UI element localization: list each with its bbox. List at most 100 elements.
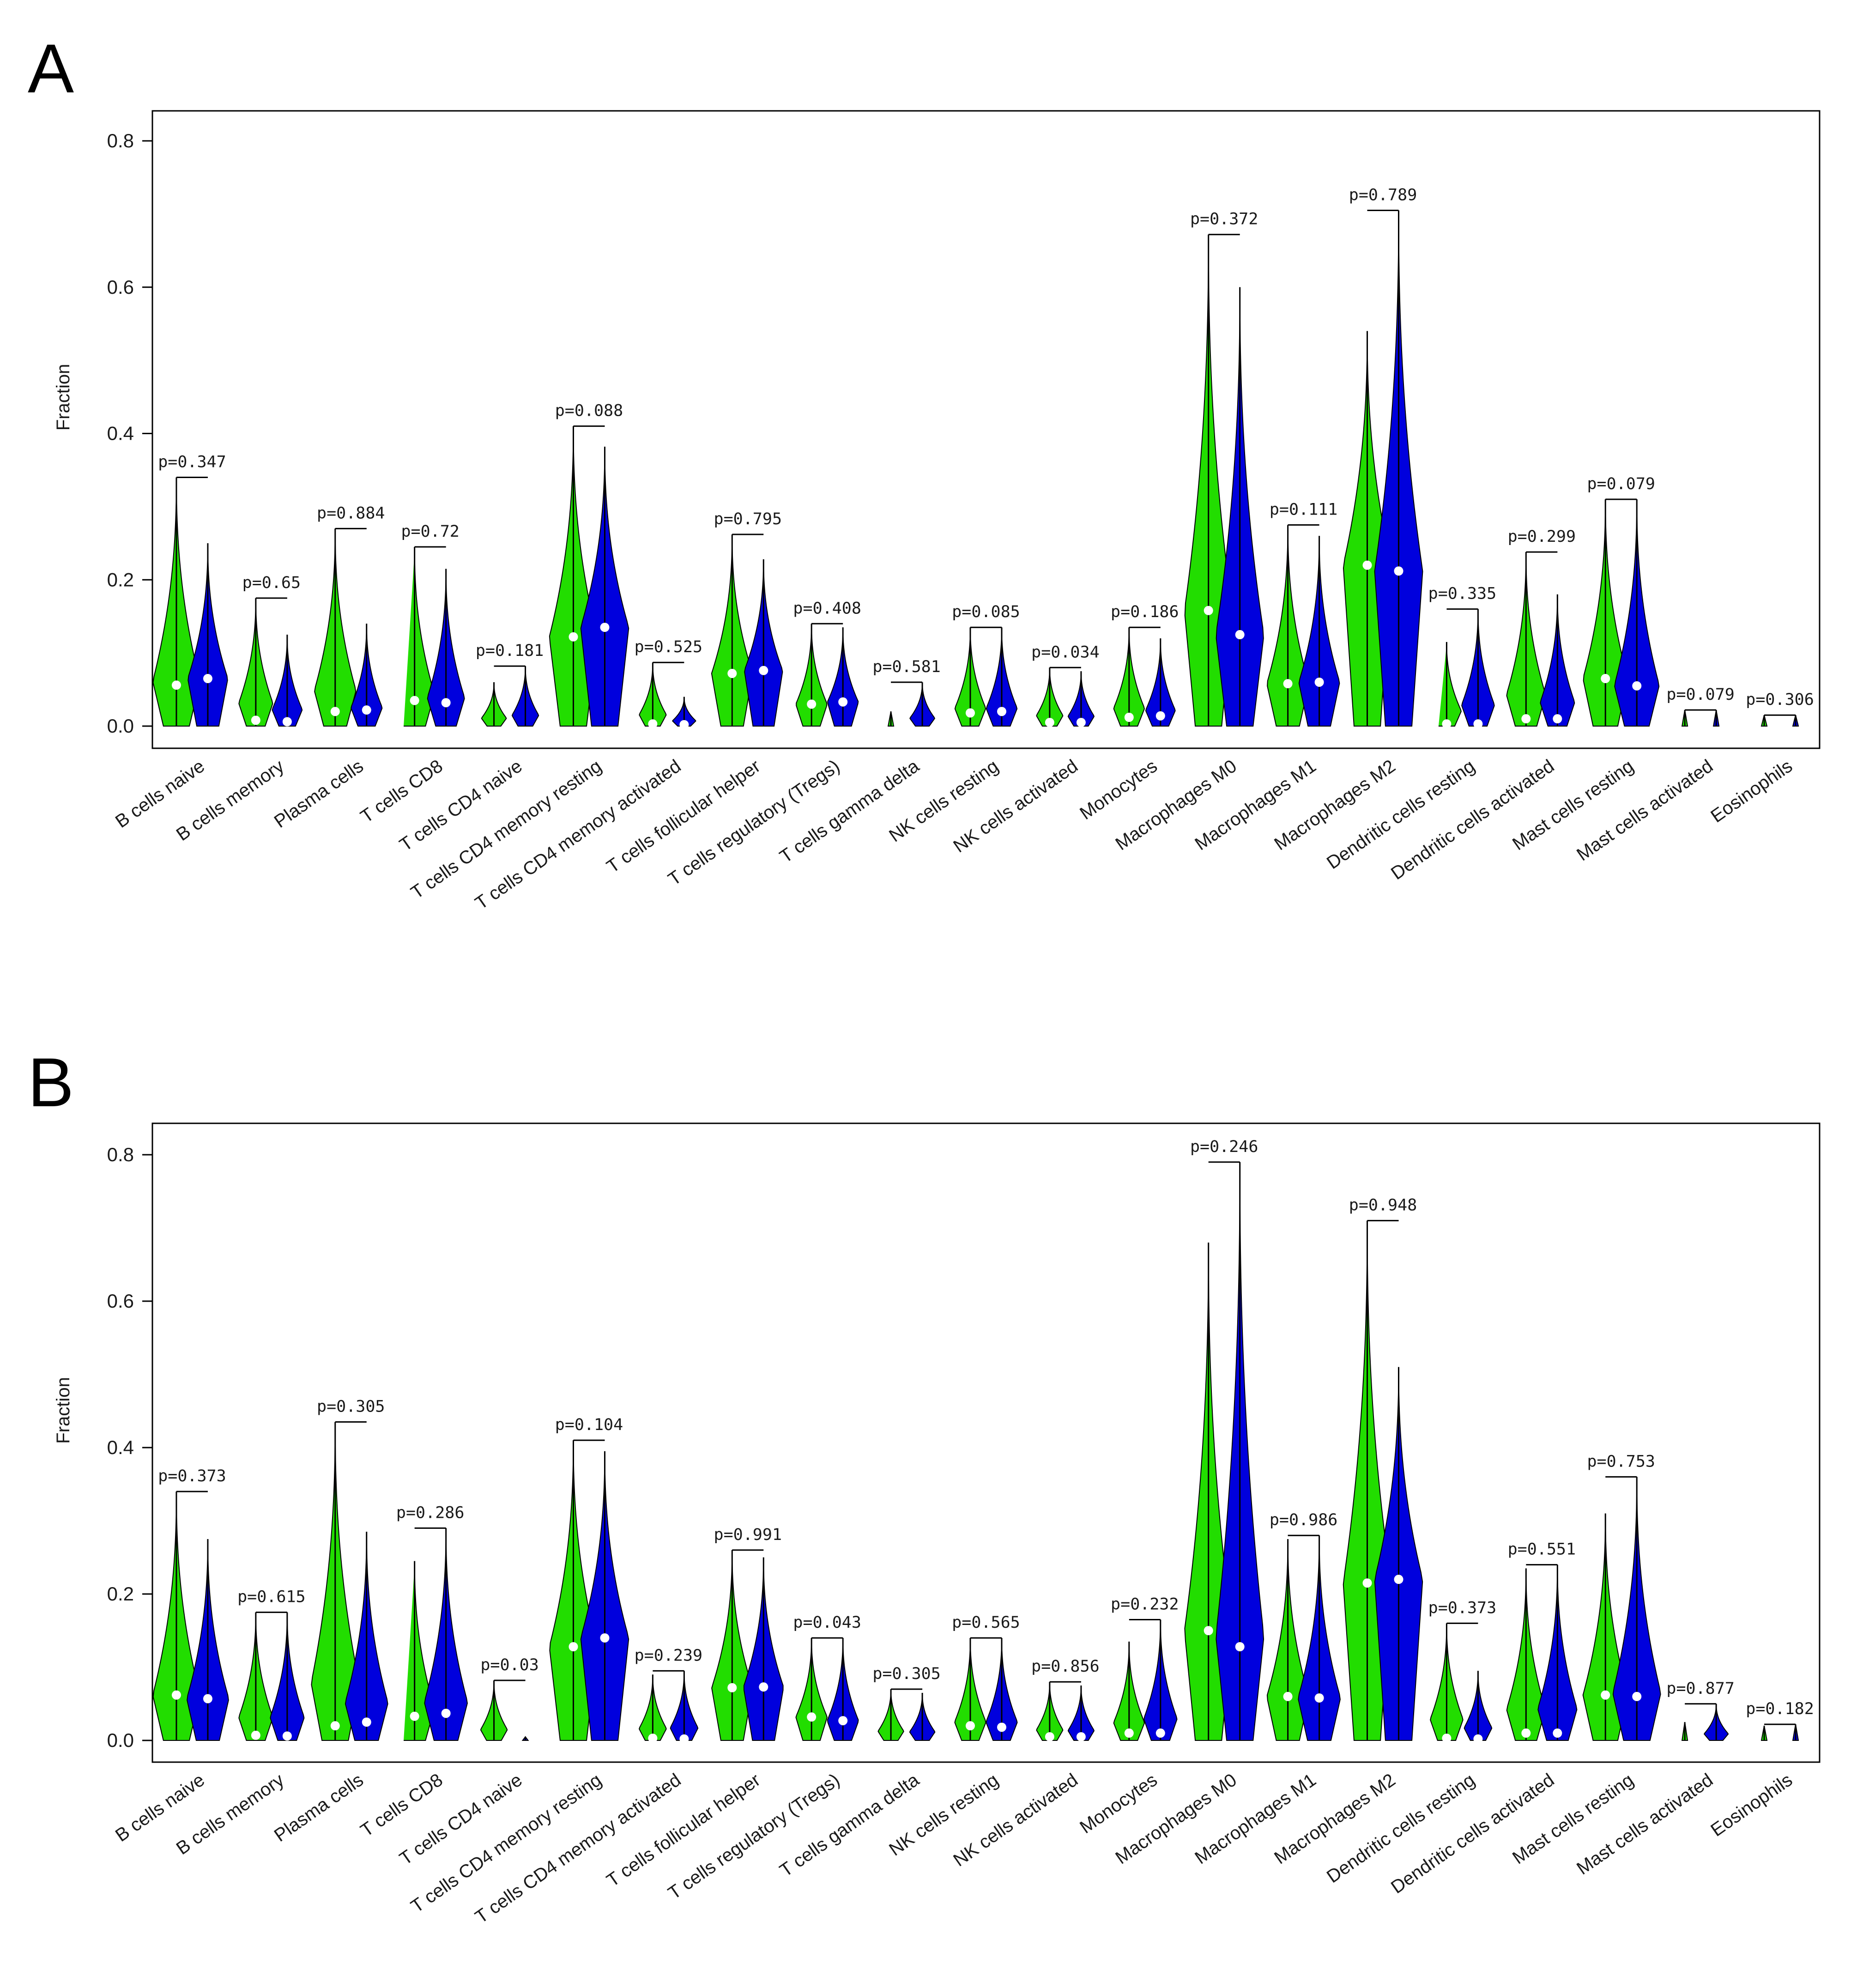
violin-group2: [1374, 210, 1423, 727]
pvalue-label: p=0.239: [635, 1646, 703, 1665]
pvalue-label: p=0.182: [1746, 1700, 1814, 1718]
median-point: [1473, 719, 1483, 729]
violin-group2: [1464, 1671, 1493, 1744]
violin-group2: [1143, 1619, 1178, 1741]
median-point: [1045, 1732, 1054, 1742]
pvalue-label: p=0.986: [1270, 1511, 1338, 1529]
median-point: [1076, 718, 1086, 727]
median-point: [1601, 674, 1610, 684]
violin-group2: [1216, 287, 1264, 727]
median-point: [203, 674, 212, 684]
violin-group2: [1712, 709, 1720, 727]
median-point: [759, 1682, 768, 1692]
median-point: [362, 1717, 371, 1727]
pvalue-label: p=0.305: [317, 1398, 385, 1416]
median-point: [1601, 1690, 1610, 1700]
median-point: [1394, 566, 1403, 576]
median-point: [966, 1721, 975, 1731]
median-point: [600, 623, 610, 632]
violin-group1: [238, 598, 273, 727]
median-point: [1632, 1691, 1642, 1701]
median-point: [1283, 1691, 1293, 1701]
violin-group1: [1760, 1726, 1768, 1741]
median-point: [251, 715, 260, 725]
median-point: [997, 707, 1006, 716]
pvalue-label: p=0.104: [555, 1416, 623, 1434]
violin-group2: [670, 1671, 699, 1744]
violin-group2: [424, 1528, 468, 1741]
median-point: [1124, 1728, 1134, 1738]
pvalue-label: p=0.181: [476, 642, 544, 660]
violin-group2: [671, 697, 696, 729]
pvalue-label: p=0.789: [1349, 186, 1417, 204]
violin-group1: [481, 682, 507, 727]
y-tick-label: 0.2: [107, 1583, 134, 1605]
violin-group1: [1506, 552, 1546, 727]
violin-group2: [744, 559, 783, 727]
violin-group2: [1298, 536, 1340, 727]
median-point: [1553, 714, 1562, 724]
pvalue-label: p=0.948: [1349, 1196, 1417, 1215]
median-point: [1442, 719, 1452, 729]
violin-group1: [1113, 1642, 1145, 1741]
median-point: [997, 1722, 1006, 1732]
median-point: [282, 717, 292, 727]
pvalue-label: p=0.306: [1746, 691, 1814, 709]
median-point: [679, 1734, 689, 1744]
pvalue-label: p=0.186: [1111, 603, 1179, 621]
median-point: [600, 1633, 610, 1643]
violin-group2: [1703, 1703, 1729, 1741]
violin-group1: [1036, 1682, 1064, 1742]
pvalue-label: p=0.615: [237, 1588, 306, 1606]
pvalue-label: p=0.856: [1031, 1657, 1100, 1676]
violin-group2: [270, 1612, 305, 1741]
y-tick-label: 0.6: [107, 1290, 134, 1312]
pvalue-label: p=0.795: [714, 510, 782, 528]
median-point: [1632, 681, 1642, 691]
pvalue-label: p=0.65: [242, 574, 301, 592]
violin-group2: [1216, 1162, 1264, 1741]
y-tick-label: 0.4: [107, 423, 134, 444]
pvalue-label: p=0.043: [793, 1613, 861, 1632]
pvalue-label: p=0.565: [952, 1613, 1020, 1632]
median-point: [330, 707, 340, 716]
violin-group2: [1792, 715, 1799, 727]
violin-group1: [887, 711, 895, 727]
pvalue-label: p=0.884: [317, 504, 385, 522]
median-point: [1314, 677, 1324, 687]
violin-group2: [1298, 1535, 1341, 1741]
median-point: [838, 697, 848, 707]
median-point: [1394, 1575, 1403, 1584]
pvalue-label: p=0.991: [714, 1526, 782, 1544]
median-point: [1235, 1642, 1245, 1652]
median-point: [1155, 1728, 1165, 1738]
violin-group1: [311, 1422, 360, 1741]
median-point: [759, 666, 768, 675]
median-point: [1155, 711, 1165, 721]
pvalue-label: p=0.232: [1111, 1595, 1179, 1613]
violin-group2: [1374, 1367, 1423, 1741]
violin-group2: [743, 1557, 784, 1741]
median-point: [1473, 1734, 1483, 1744]
violin-group2: [580, 447, 629, 727]
pvalue-label: p=0.03: [480, 1656, 538, 1674]
median-point: [362, 705, 371, 715]
violin-group1: [796, 624, 828, 727]
median-point: [1314, 1693, 1324, 1703]
pvalue-label: p=0.525: [635, 638, 703, 656]
median-point: [1442, 1733, 1452, 1743]
median-point: [410, 696, 419, 705]
violin-group1: [638, 1674, 667, 1743]
median-point: [1204, 606, 1213, 615]
plot-frame: [151, 1122, 1821, 1763]
pvalue-label: p=0.085: [952, 603, 1020, 621]
median-point: [1553, 1728, 1562, 1738]
violin-group2: [1145, 638, 1176, 727]
median-point: [1362, 560, 1372, 570]
median-point: [648, 719, 658, 729]
violin-group2: [909, 682, 936, 727]
violin-group2: [909, 1692, 936, 1741]
violin-group1: [152, 1491, 200, 1741]
median-point: [1283, 679, 1293, 689]
